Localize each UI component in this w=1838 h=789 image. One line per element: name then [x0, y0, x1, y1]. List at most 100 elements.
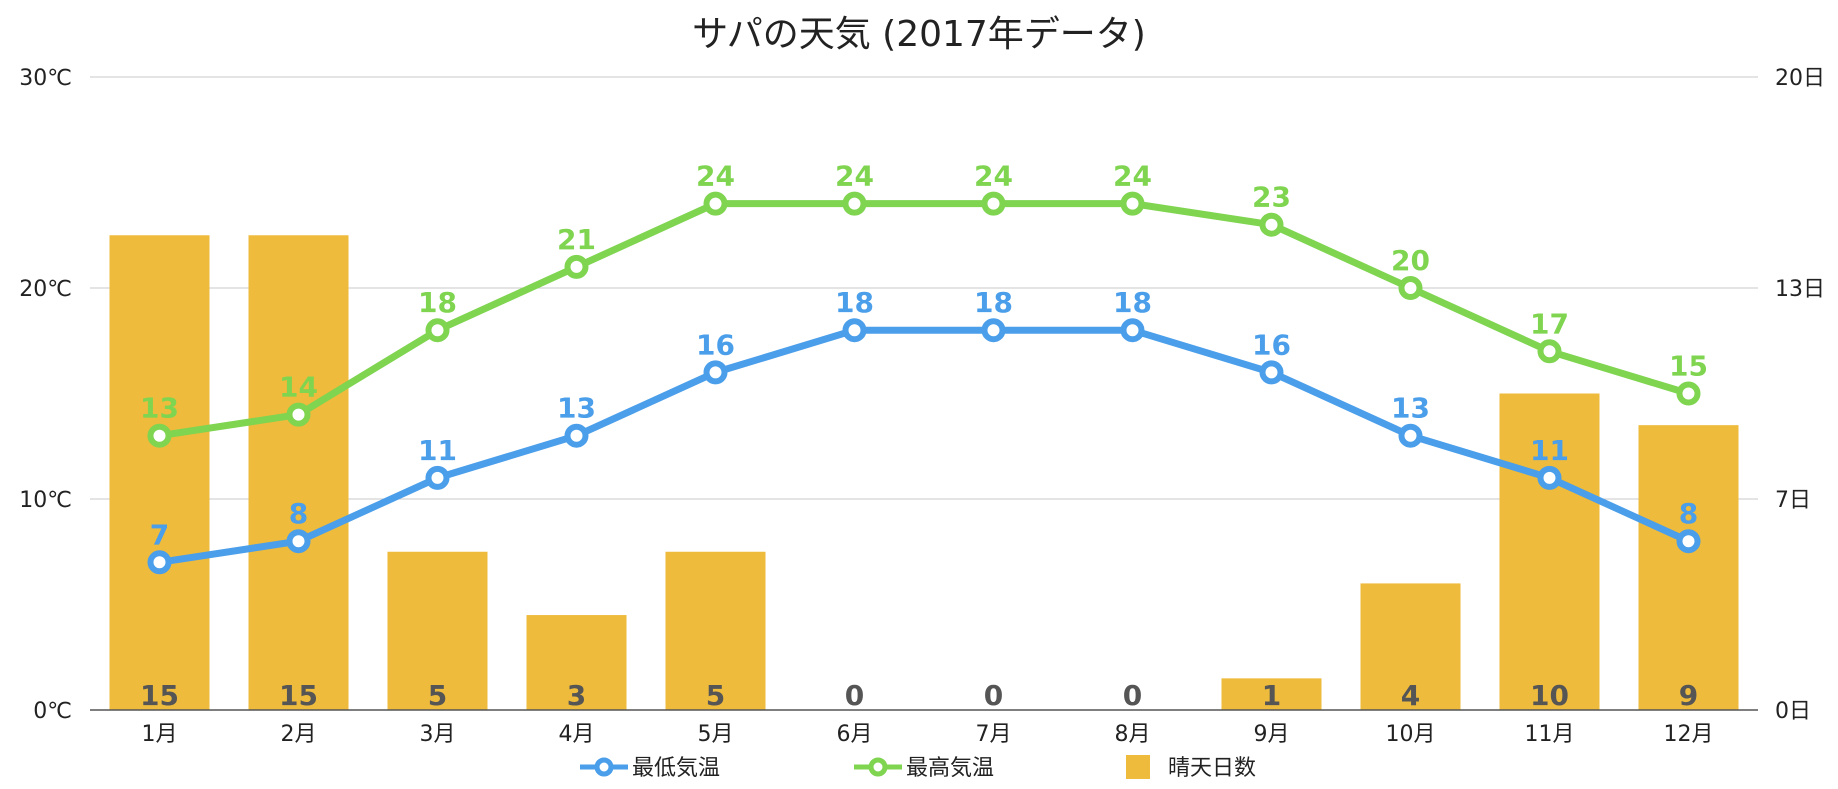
data-point — [1537, 339, 1562, 364]
data-point — [564, 254, 589, 279]
data-point-label: 14 — [279, 371, 318, 404]
data-point-label: 7 — [150, 518, 169, 551]
legend-label: 最高気温 — [906, 756, 994, 781]
data-point-label: 24 — [835, 160, 874, 193]
grid-lines — [90, 76, 1758, 500]
data-point — [842, 318, 867, 343]
legend: 最低気温 最高気温 晴天日数 — [580, 755, 1256, 781]
data-point-label: 11 — [1530, 434, 1569, 467]
data-point-label: 18 — [1113, 286, 1152, 319]
data-point-label: 8 — [1679, 497, 1698, 530]
data-point-label: 21 — [557, 223, 596, 256]
x-axis-tick-label: 9月 — [1254, 722, 1290, 747]
bar-value-label: 3 — [567, 679, 586, 712]
data-point-label: 13 — [557, 392, 596, 425]
data-point-label: 17 — [1530, 307, 1569, 340]
data-point-label: 16 — [696, 328, 735, 361]
data-point — [1120, 318, 1145, 343]
data-point-label: 18 — [418, 286, 457, 319]
data-point — [147, 550, 172, 575]
x-axis-tick-label: 4月 — [559, 722, 595, 747]
data-point — [286, 529, 311, 554]
data-point — [1537, 465, 1562, 490]
bar-value-label: 0 — [984, 679, 1003, 712]
data-point — [842, 191, 867, 216]
data-point — [703, 191, 728, 216]
data-point — [425, 465, 450, 490]
data-point-label: 20 — [1391, 244, 1430, 277]
data-point — [1398, 423, 1423, 448]
legend-label: 最低気温 — [632, 756, 720, 781]
right-axis-tick-label: 13日 — [1775, 277, 1825, 302]
data-point — [703, 360, 728, 385]
bar-value-label: 9 — [1679, 679, 1698, 712]
bar-value-label: 15 — [140, 679, 179, 712]
legend-marker-swatch — [594, 757, 614, 777]
left-axis-tick-label: 10℃ — [19, 488, 72, 513]
bar-value-label: 5 — [428, 679, 447, 712]
data-point — [981, 191, 1006, 216]
x-axis-tick-label: 1月 — [142, 722, 178, 747]
data-point-label: 18 — [835, 286, 874, 319]
bar — [1221, 678, 1322, 710]
left-axis-tick-label: 30℃ — [19, 66, 72, 91]
bar-value-label: 4 — [1401, 679, 1420, 712]
bar — [387, 551, 488, 710]
series-line — [156, 200, 1692, 440]
bar — [1360, 583, 1461, 710]
bar-series: 15 15 5 3 5 0 0 0 1 4 10 9 — [109, 235, 1739, 712]
chart-title: サパの天気 (2017年データ) — [692, 14, 1146, 55]
bar — [248, 235, 349, 710]
bar — [665, 551, 766, 710]
bar-value-label: 15 — [279, 679, 318, 712]
data-point — [1120, 191, 1145, 216]
data-point — [981, 318, 1006, 343]
bar-value-label: 1 — [1262, 679, 1281, 712]
x-axis-tick-label: 12月 — [1664, 722, 1714, 747]
x-axis-tick-label: 5月 — [698, 722, 734, 747]
right-axis-tick-label: 20日 — [1775, 66, 1825, 91]
right-axis-tick-label: 7日 — [1775, 488, 1811, 513]
data-point-label: 11 — [418, 434, 457, 467]
right-axis-tick-label: 0日 — [1775, 699, 1811, 724]
data-point-label: 13 — [1391, 392, 1430, 425]
bar — [1638, 425, 1739, 710]
bar-value-label: 5 — [706, 679, 725, 712]
bar-value-label: 0 — [1123, 679, 1142, 712]
data-point-label: 24 — [1113, 160, 1152, 193]
data-point — [425, 318, 450, 343]
x-axis-tick-label: 10月 — [1386, 722, 1436, 747]
left-axis-tick-label: 20℃ — [19, 277, 72, 302]
legend-bar-swatch — [1126, 755, 1150, 779]
bar — [526, 615, 627, 710]
axes: 0℃ 0日 10℃ 7日 20℃ 13日 30℃ 20日 1月 2月 3月 4月 5月 6月 7月 8月 9月 1… — [19, 66, 1825, 747]
data-point-label: 24 — [696, 160, 735, 193]
data-point — [147, 423, 172, 448]
bar — [1499, 393, 1600, 710]
bar-value-label: 10 — [1530, 679, 1569, 712]
x-axis-tick-label: 11月 — [1525, 722, 1575, 747]
data-point-label: 15 — [1669, 350, 1708, 383]
data-point-label: 16 — [1252, 328, 1291, 361]
x-axis-tick-label: 7月 — [976, 722, 1012, 747]
data-point-label: 23 — [1252, 181, 1291, 214]
x-axis-tick-label: 6月 — [837, 722, 873, 747]
data-point — [1676, 381, 1701, 406]
data-point — [286, 402, 311, 427]
x-axis-tick-label: 3月 — [420, 722, 456, 747]
left-axis-tick-label: 0℃ — [33, 699, 72, 724]
bar-value-label: 0 — [845, 679, 864, 712]
x-axis-tick-label: 2月 — [281, 722, 317, 747]
data-point-label: 13 — [140, 392, 179, 425]
data-point — [564, 423, 589, 448]
data-point-label: 18 — [974, 286, 1013, 319]
data-point-label: 24 — [974, 160, 1013, 193]
data-point-label: 8 — [289, 497, 308, 530]
data-point — [1259, 212, 1284, 237]
series-line — [156, 326, 1692, 566]
data-point — [1259, 360, 1284, 385]
bar — [109, 235, 210, 710]
x-axis-tick-label: 8月 — [1115, 722, 1151, 747]
data-point — [1398, 276, 1423, 300]
